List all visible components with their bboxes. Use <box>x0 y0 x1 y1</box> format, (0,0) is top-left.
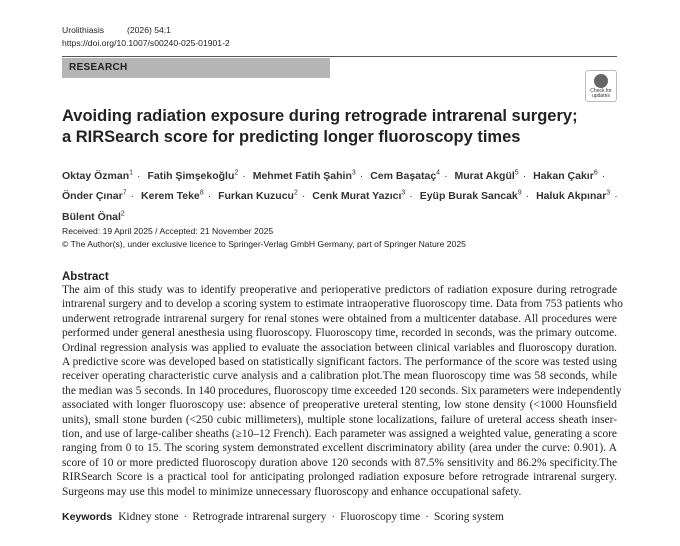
author-affiliation: 6 <box>593 169 598 176</box>
author: Oktay Özman1 · <box>62 169 145 182</box>
author-name: Cenk Murat Yazıcı <box>312 190 402 202</box>
separator: · <box>525 190 530 202</box>
author: Bülent Önal2 <box>62 210 125 223</box>
keyword: Retrograde intrarenal surgery <box>192 511 327 523</box>
author-affiliation: 3 <box>606 189 611 197</box>
author-affiliation: 2 <box>120 210 125 217</box>
author: Önder Çınar7 · <box>62 189 138 203</box>
author-name: Hakan Çakır <box>533 169 594 182</box>
separator: · <box>444 169 448 182</box>
abstract-line: A predictive score was developed based o… <box>62 356 617 369</box>
author-affiliation: 9 <box>517 189 522 197</box>
keyword: Scoring system <box>433 511 504 523</box>
author-name: Mehmet Fatih Şahin <box>252 169 352 182</box>
author-affiliation: 5 <box>514 169 519 176</box>
abstract-line: performed under general anesthesia using… <box>62 327 617 340</box>
author-name: Murat Akgül <box>454 169 515 182</box>
keywords: Keywords Kidney stone · Retrograde intraren… <box>62 511 504 523</box>
abstract-line: ranging from 0 to 15. The scoring system… <box>62 442 617 455</box>
abstract-line: tion, and use of large-caliber sheaths (… <box>62 428 617 441</box>
separator: · <box>331 511 336 523</box>
abstract-line: associated with longer fluoroscopy use: … <box>62 399 617 412</box>
author-name: Eyüp Burak Sancak <box>419 190 518 202</box>
separator: · <box>409 190 413 202</box>
separator: · <box>425 511 429 523</box>
author-affiliation: 3 <box>401 189 406 197</box>
authors: Oktay Özman1 · Fatih Şimşekoğlu2 · Mehmet … <box>62 164 622 226</box>
badge-text: Check for updates <box>590 88 612 99</box>
dates: Received: 19 April 2025 / Accepted: 21 N… <box>62 226 274 236</box>
author-affiliation: 3 <box>351 169 356 176</box>
separator: · <box>601 169 606 182</box>
abstract: The aim of this study was to identify pr… <box>62 283 623 499</box>
author-affiliation: 2 <box>293 189 298 197</box>
author-affiliation: 7 <box>122 189 127 197</box>
abstract-line: the median was 5 seconds. In 140 procedu… <box>62 384 622 397</box>
author-affiliation: 8 <box>199 189 204 197</box>
author: Fatih Şimşekoğlu2 · <box>147 169 249 182</box>
keywords-heading: Keywords <box>62 511 113 523</box>
author: Eyüp Burak Sancak9 · <box>419 189 533 203</box>
separator: · <box>522 169 527 182</box>
separator: · <box>130 190 135 202</box>
author: Kerem Teke8 · <box>141 189 215 203</box>
copyright: © The Author(s), under exclusive licence… <box>62 239 466 249</box>
rule <box>62 56 617 57</box>
author: Furkan Kuzucu2 · <box>218 189 309 203</box>
author-affiliation: 1 <box>129 169 134 176</box>
abstract-line: Ordinal regression analysis was applied … <box>62 341 617 354</box>
author: Mehmet Fatih Şahin3 · <box>252 169 368 182</box>
author-name: Furkan Kuzucu <box>218 190 294 202</box>
check-updates-badge[interactable]: Check for updates <box>585 70 617 102</box>
separator: · <box>242 169 246 182</box>
author: Cenk Murat Yazıcı3 · <box>312 189 417 203</box>
author-name: Oktay Özman <box>62 169 130 182</box>
author: Hakan Çakır6 · <box>533 169 609 182</box>
separator: · <box>301 190 306 202</box>
keyword: Kidney stone <box>118 511 179 523</box>
badge-icon <box>594 74 608 88</box>
title: Avoiding radiation exposure during retro… <box>62 107 578 146</box>
author-name: Cem Başataç <box>370 169 437 182</box>
abstract-line: Surgeons may use this model to minimize … <box>62 485 522 498</box>
author: Haluk Akpınar3 · <box>536 189 622 203</box>
section-label: RESEARCH <box>62 58 330 78</box>
author-name: Fatih Şimşekoğlu <box>147 169 235 182</box>
abstract-line: intrarenal surgery and to develop a scor… <box>62 298 623 311</box>
separator: · <box>183 511 188 523</box>
doi[interactable]: https://doi.org/10.1007/s00240-025-01901… <box>62 38 230 48</box>
keyword: Fluoroscopy time <box>340 511 421 523</box>
author-name: Bülent Önal <box>62 210 121 223</box>
abstract-line: The aim of this study was to identify pr… <box>62 284 617 296</box>
separator: · <box>614 190 618 202</box>
issue: (2026) 54:1 <box>127 25 171 35</box>
abstract-line: RIRSearch Score is a practical tool for … <box>62 471 617 484</box>
separator: · <box>207 190 212 202</box>
author-name: Kerem Teke <box>141 190 200 202</box>
abstract-line: score of 10 or more predicted fluoroscop… <box>62 456 617 469</box>
author-affiliation: 2 <box>234 169 239 176</box>
author: Cem Başataç4 · <box>370 169 451 182</box>
author-affiliation: 4 <box>436 169 441 176</box>
abstract-heading: Abstract <box>62 271 109 283</box>
separator: · <box>137 169 141 182</box>
separator: · <box>359 169 364 182</box>
journal: Urolithiasis <box>62 25 105 35</box>
author-name: Önder Çınar <box>62 190 123 202</box>
abstract-line: units), small stone burden (<250 cubic m… <box>62 413 617 426</box>
author-name: Haluk Akpınar <box>536 190 607 202</box>
abstract-line: receiver operating characteristic curve … <box>62 370 617 383</box>
abstract-line: underwent retrograde intrarenal surgery … <box>62 312 617 325</box>
author: Murat Akgül5 · <box>454 169 531 182</box>
